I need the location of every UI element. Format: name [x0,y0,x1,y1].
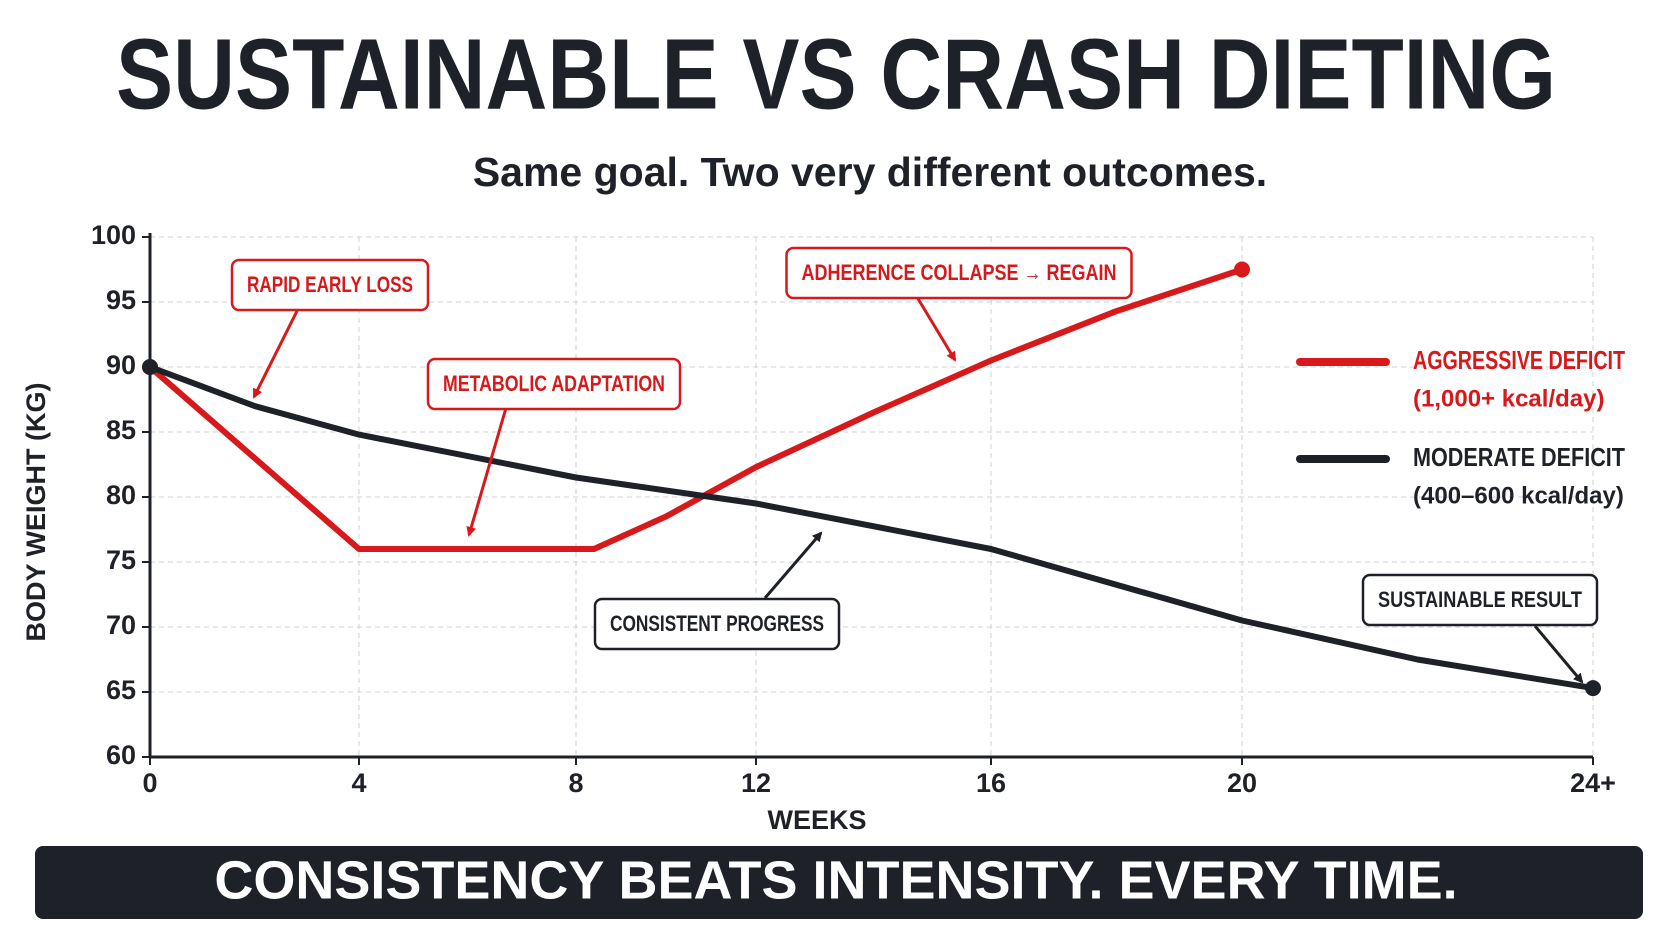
end-point [1585,680,1601,697]
chart-subtitle: Same goal. Two very different outcomes. [473,149,1267,195]
legend-note: (1,000+ kcal/day) [1413,385,1604,412]
end-point [1234,261,1250,278]
x-tick-label: 8 [568,768,583,798]
footer-text: CONSISTENCY BEATS INTENSITY. EVERY TIME. [214,850,1457,910]
y-tick-label: 75 [106,545,136,575]
y-axis-label: BODY WEIGHT (KG) [21,383,51,642]
annotation-arrow [466,407,508,537]
series-line [147,364,1596,692]
annotation-text: ADHERENCE COLLAPSE → REGAIN [802,260,1117,285]
legend-label: MODERATE DEFICIT [1413,442,1625,472]
x-tick-label: 4 [351,768,366,798]
annotation-text: METABOLIC ADAPTATION [443,371,665,396]
y-tick-label: 95 [106,285,136,315]
x-tick-label: 12 [741,768,771,798]
x-tick-label: 24+ [1570,768,1616,798]
x-tick-label: 0 [142,768,157,798]
y-tick-label: 90 [106,350,136,380]
chart-title: SUSTAINABLE VS CRASH DIETING [116,18,1556,130]
y-tick-label: 60 [106,740,136,770]
footer-banner [35,846,1643,919]
y-tick-label: 70 [106,610,136,640]
annotation-text: CONSISTENT PROGRESS [610,611,824,636]
annotation-box [230,258,430,312]
y-tick-label: 100 [91,220,136,250]
annotation-arrow [763,531,823,599]
annotation-box [1361,573,1599,627]
x-tick-label: 16 [976,768,1006,798]
annotation-arrow [915,296,957,362]
annotation-arrow [252,308,300,399]
annotation-box [593,597,841,651]
y-tick-label: 85 [106,415,136,445]
end-point [142,359,158,375]
annotation-box [785,246,1133,300]
annotation-box [426,357,682,411]
x-tick-label: 20 [1227,768,1257,798]
series-line [147,266,1245,552]
y-tick-label: 80 [106,480,136,510]
annotation-arrow [1533,625,1584,684]
legend-note: (400–600 kcal/day) [1413,482,1624,509]
y-tick-label: 65 [106,675,136,705]
legend-label: AGGRESSIVE DEFICIT [1413,345,1625,375]
annotation-text: SUSTAINABLE RESULT [1378,587,1582,612]
annotation-text: RAPID EARLY LOSS [247,272,413,297]
x-axis-label: WEEKS [767,805,866,835]
